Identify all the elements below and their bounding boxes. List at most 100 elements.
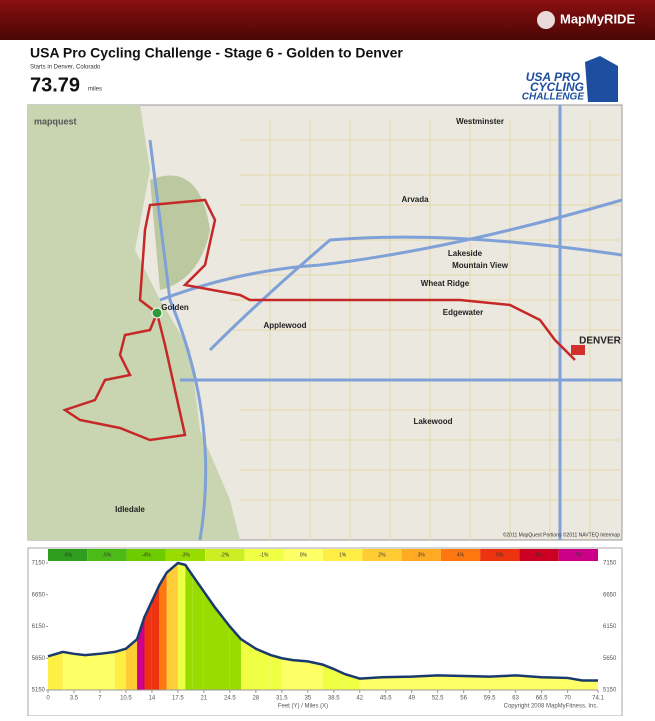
header-bar	[0, 0, 655, 40]
grade-fill	[382, 676, 412, 690]
elevation-chart: -6% -5% -4% -3% -2% -1% 0% 1% 2% 3% 4% 5% 6% 7% 5150 51…	[27, 547, 623, 717]
x-tick-label: 42	[356, 696, 363, 702]
x-tick-label: 52.5	[432, 696, 444, 702]
logo-emblem	[585, 56, 618, 102]
grade-fill	[125, 639, 138, 690]
grade-swatch	[362, 549, 402, 561]
elevation-line	[47, 561, 598, 682]
grade-label: 7%	[575, 552, 583, 558]
x-tick-label: 59.5	[484, 696, 496, 702]
grade-label: -4%	[142, 552, 151, 558]
grade-label: 2%	[378, 552, 386, 558]
logo-line: USA PRO	[526, 70, 581, 84]
brand-icon	[537, 11, 555, 29]
sponsor-logo: USA PRO CYCLING CHALLENGE	[522, 56, 618, 103]
x-tick-label: 7	[98, 696, 102, 702]
grade-fill	[229, 626, 241, 690]
grade-swatch	[48, 549, 88, 561]
x-tick-label: 35	[304, 696, 311, 702]
route-line	[138, 198, 576, 361]
grade-fill	[281, 658, 293, 690]
y-tick-label: 7150	[32, 561, 46, 567]
x-tick-label: 31.5	[276, 696, 288, 702]
brand[interactable]: MapMyRIDE	[560, 11, 635, 26]
map-attribution: ©2011 MapQuest Portions ©2011 NAVTEQ Int…	[503, 531, 620, 538]
grade-label: -1%	[260, 552, 269, 558]
grade-label: 6%	[535, 552, 543, 558]
grade-label: 5%	[496, 552, 504, 558]
grade-swatch	[323, 549, 363, 561]
x-axis-label: Feet (Y) / Miles (X)	[278, 704, 328, 710]
x-tick-label: 74.1	[592, 696, 604, 702]
grade-swatch	[87, 549, 127, 561]
grade-fill	[48, 651, 63, 690]
finish-marker[interactable]	[571, 345, 585, 355]
highways	[148, 105, 623, 541]
grade-swatch	[283, 549, 323, 561]
grade-label: -3%	[181, 552, 190, 558]
x-tick-label: 38.5	[328, 696, 340, 702]
grade-label: 0%	[300, 552, 308, 558]
x-tick-label: 63	[512, 696, 519, 702]
grade-fill	[322, 664, 334, 690]
grade-label: -5%	[102, 552, 111, 558]
grade-fill	[541, 677, 568, 690]
route-start: Starts in Denver, Colorado	[30, 65, 101, 71]
grade-fill	[255, 648, 271, 690]
start-marker[interactable]	[151, 307, 163, 319]
logo-line: CHALLENGE	[522, 92, 585, 103]
place-label: Idledale	[115, 505, 145, 514]
y2-tick-label: 7150	[603, 561, 617, 567]
x-tick-label: 45.5	[380, 696, 392, 702]
grade-fill	[144, 601, 152, 690]
route-units: miles	[88, 87, 102, 93]
grade-fill	[73, 653, 86, 690]
x-tick-label: 10.5	[120, 696, 132, 702]
place-label: Golden	[161, 303, 189, 312]
place-label: DENVER	[579, 336, 621, 347]
y-tick-label: 6650	[32, 592, 46, 598]
y2-tick-label: 6150	[603, 624, 617, 630]
grade-fill	[177, 563, 186, 690]
grade-fill	[192, 575, 204, 690]
grade-fill	[151, 585, 160, 690]
grade-fill	[203, 591, 216, 690]
y2-tick-label: 6650	[603, 592, 617, 598]
chart-note: Copyright 2008 MapMyFitness, Inc.	[504, 704, 599, 710]
map[interactable]: mapquest ©2011 MapQuest Portions ©2011 N…	[27, 104, 623, 541]
grade-fill	[185, 564, 193, 690]
grade-swatch	[126, 549, 166, 561]
place-label: Applewood	[263, 321, 306, 330]
grade-fill	[215, 607, 230, 690]
grade-fill	[62, 651, 74, 690]
x-tick-label: 49	[408, 696, 415, 702]
grade-fill	[174, 563, 178, 690]
grade-swatch	[480, 549, 520, 561]
grade-fill	[99, 651, 115, 690]
grade-fill	[114, 648, 126, 690]
x-tick-label: 14	[149, 696, 156, 702]
grade-label: 1%	[339, 552, 347, 558]
grade-swatch	[558, 549, 598, 561]
x-tick-label: 56	[460, 696, 467, 702]
grade-label: 3%	[418, 552, 426, 558]
x-tick-label: 24.5	[224, 696, 236, 702]
place-label: Westminster	[456, 117, 504, 126]
grade-swatch	[519, 549, 559, 561]
grade-fill	[292, 660, 308, 690]
y2-tick-label: 5150	[603, 688, 617, 694]
x-tick-label: 3.5	[70, 696, 79, 702]
grade-fill	[240, 639, 256, 690]
logo-line: CYCLING	[530, 80, 584, 94]
grade-fill	[489, 675, 516, 690]
grade-label: -2%	[220, 552, 229, 558]
x-tick-label: 0	[46, 696, 50, 702]
grade-swatch	[165, 549, 206, 561]
place-label: Lakewood	[413, 417, 452, 426]
grade-swatch	[244, 549, 284, 561]
x-tick-label: 66.5	[536, 696, 548, 702]
grade-fill	[437, 675, 464, 690]
chart-frame	[27, 547, 623, 717]
streets	[230, 120, 622, 540]
